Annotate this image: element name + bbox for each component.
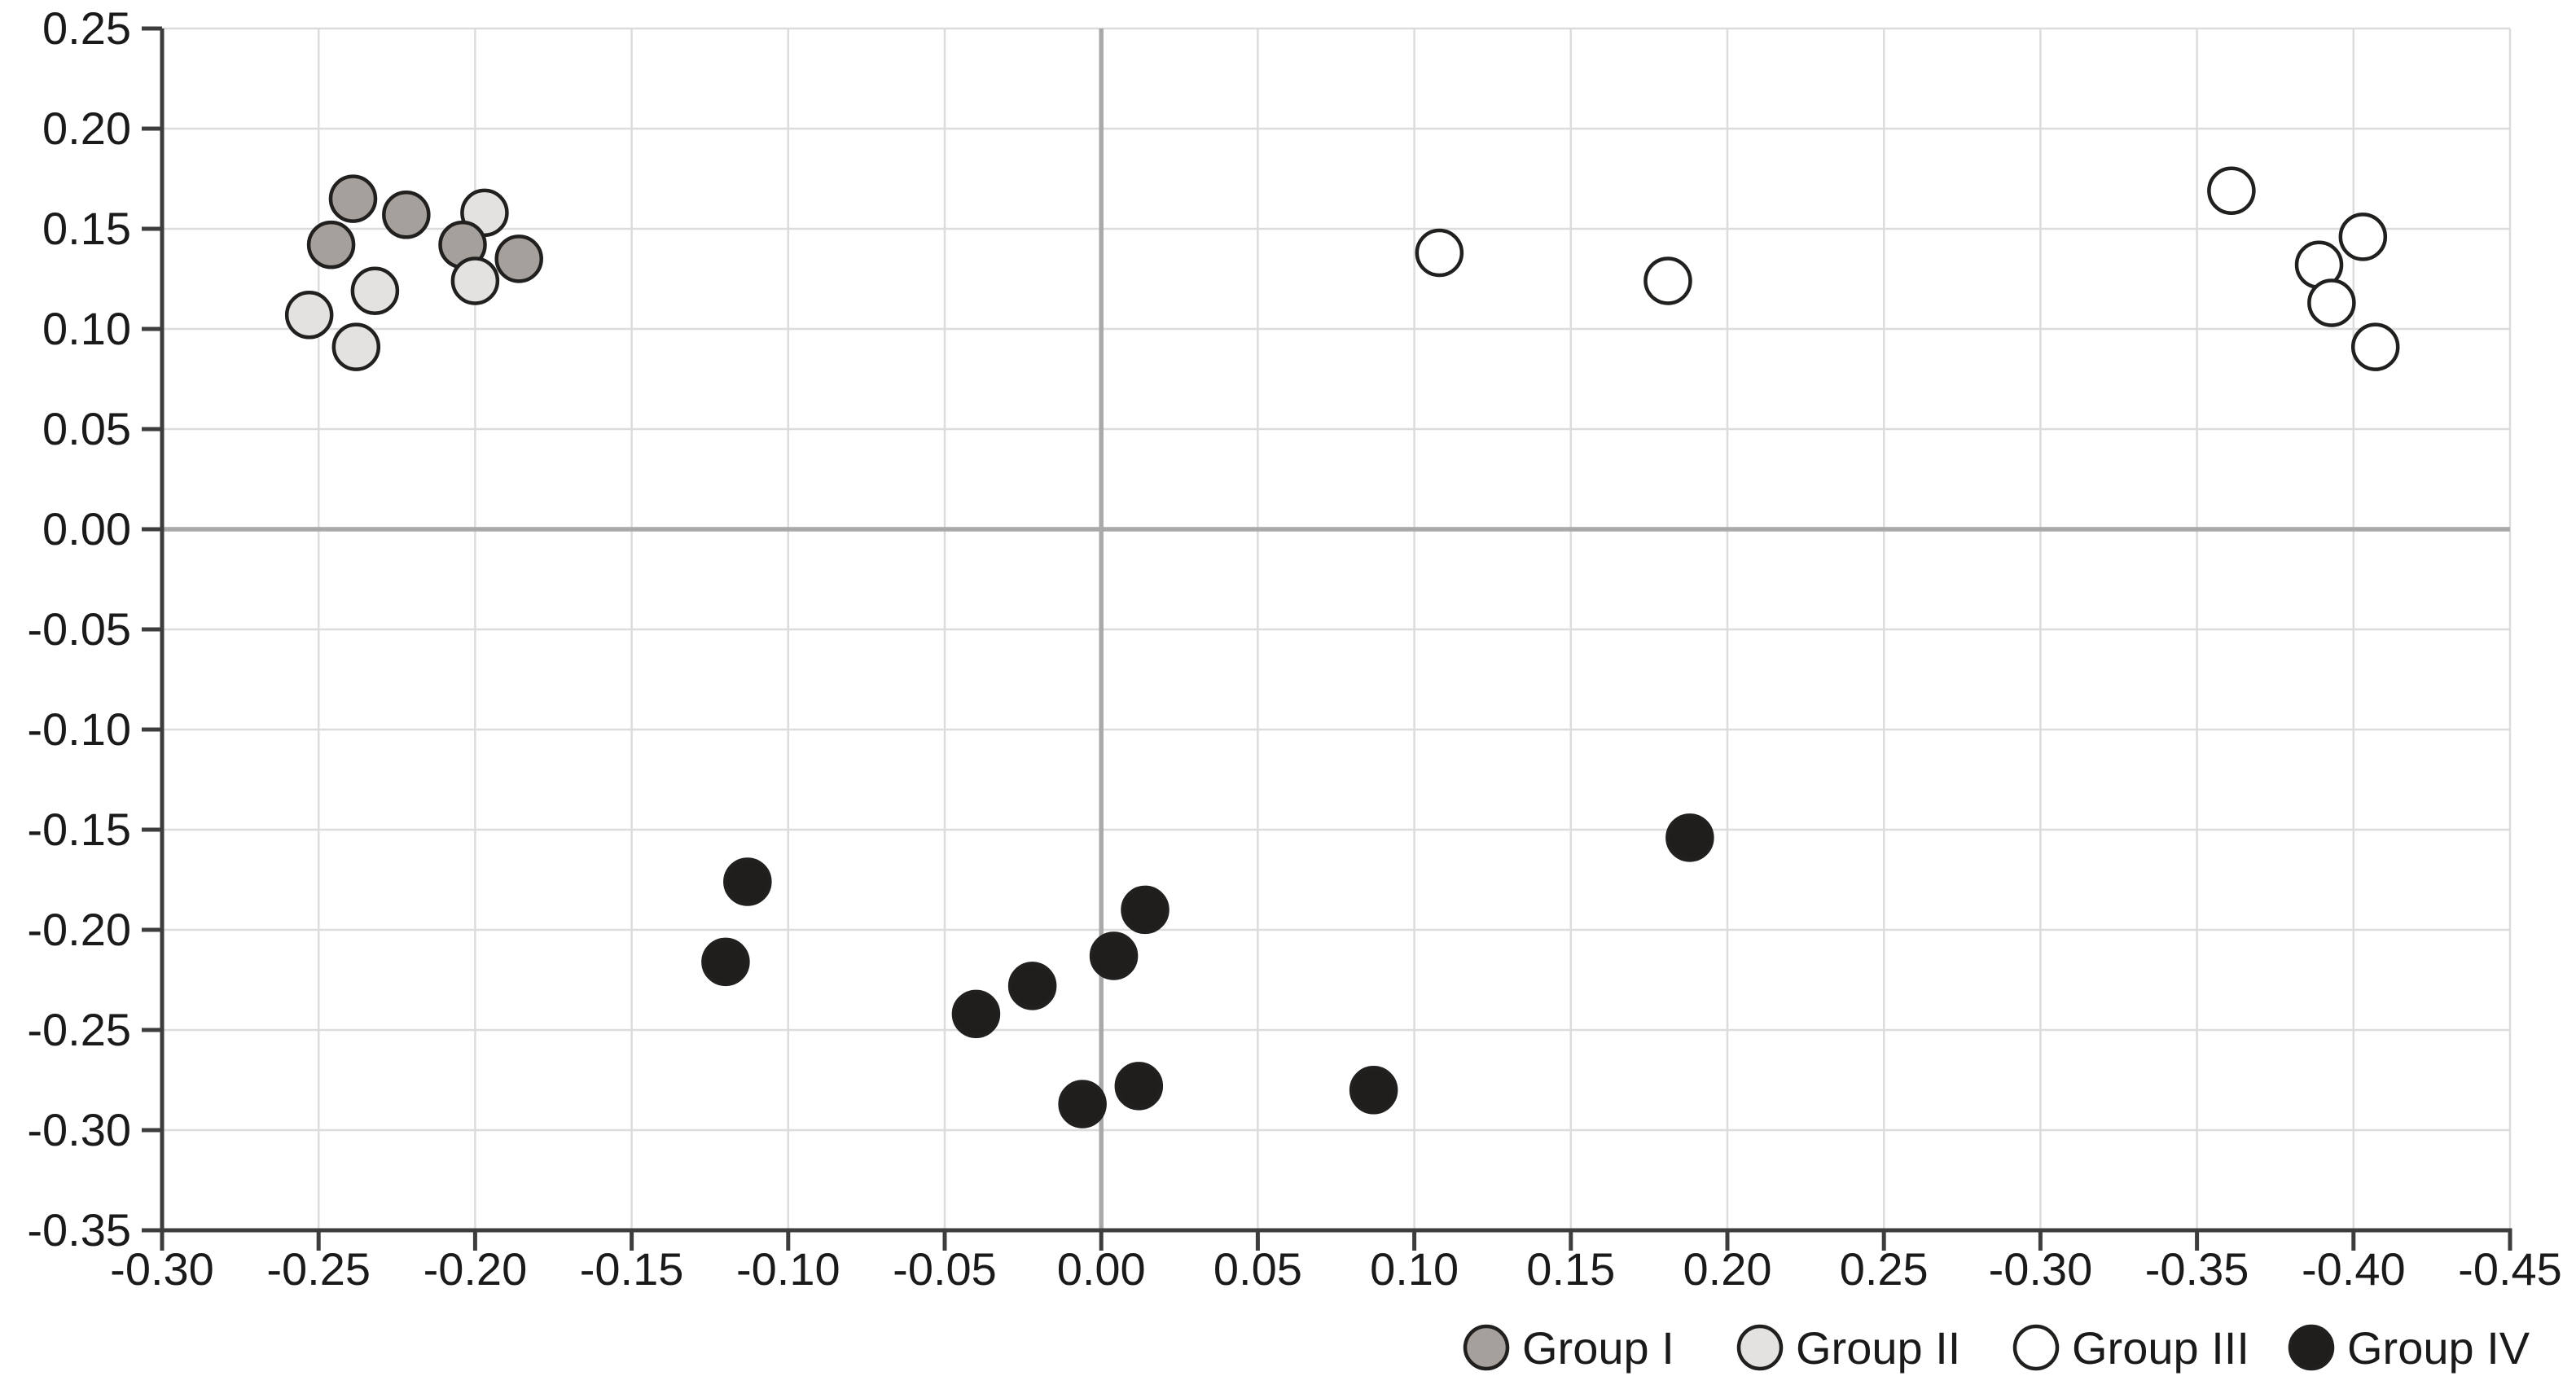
data-point-group-i — [382, 191, 431, 239]
x-tick-label: -0.05 — [893, 1243, 997, 1295]
y-tick-label: -0.35 — [27, 1204, 131, 1256]
data-point-group-iv — [1349, 1066, 1398, 1115]
y-tick-label: -0.20 — [27, 904, 131, 955]
x-tick-label: -0.25 — [266, 1243, 371, 1295]
x-tick-label: 0.25 — [1840, 1243, 1929, 1295]
data-point-group-iii — [2338, 213, 2388, 261]
data-point-group-i — [306, 220, 356, 270]
x-tick-label: -0.15 — [580, 1243, 684, 1295]
data-points — [284, 166, 2400, 1128]
data-point-group-iv — [1058, 1080, 1107, 1128]
x-tick-label: 0.00 — [1057, 1243, 1146, 1295]
y-tick-label: 0.25 — [42, 2, 131, 54]
data-point-group-i — [494, 234, 543, 283]
data-point-group-iv — [951, 989, 1001, 1039]
data-point-group-iv — [723, 857, 772, 906]
y-tick-label: -0.25 — [27, 1004, 131, 1055]
legend-label-group-i: Group I — [1522, 1322, 1674, 1374]
x-tick-label: 0.15 — [1526, 1243, 1615, 1295]
data-point-group-iii — [2207, 166, 2256, 216]
legend-label-group-iv: Group IV — [2347, 1322, 2530, 1374]
x-tick-label: -0.40 — [2302, 1243, 2406, 1295]
axes: 0.250.200.150.100.050.00-0.05-0.10-0.15-… — [27, 2, 2561, 1295]
data-point-group-iv — [1007, 962, 1057, 1010]
legend-swatch-group-ii — [1736, 1324, 1784, 1371]
data-point-group-ii — [450, 256, 500, 305]
data-point-group-i — [328, 174, 378, 223]
data-point-group-ii — [350, 266, 400, 316]
data-point-group-iv — [1665, 813, 1714, 862]
data-point-group-iii — [2350, 322, 2400, 371]
legend-label-group-ii: Group II — [1796, 1322, 1960, 1374]
y-tick-label: 0.20 — [42, 103, 131, 154]
legend-swatch-group-i — [1463, 1324, 1510, 1371]
data-point-group-iii — [1415, 228, 1464, 278]
data-point-group-ii — [284, 291, 334, 340]
x-tick-label: -0.30 — [110, 1243, 214, 1295]
legend-swatch-group-iii — [2012, 1324, 2060, 1371]
x-tick-label: 0.20 — [1683, 1243, 1772, 1295]
x-tick-label: -0.30 — [1989, 1243, 2093, 1295]
data-point-group-iii — [1643, 256, 1692, 305]
y-tick-label: 0.15 — [42, 203, 131, 254]
y-tick-label: 0.00 — [42, 503, 131, 554]
x-tick-label: -0.20 — [423, 1243, 528, 1295]
y-tick-label: -0.15 — [27, 804, 131, 855]
data-point-group-ii — [331, 322, 381, 371]
data-point-group-iv — [1114, 1062, 1164, 1111]
data-point-group-iv — [1089, 931, 1139, 980]
x-tick-label: 0.10 — [1370, 1243, 1459, 1295]
legend-swatch-group-iv — [2288, 1324, 2335, 1371]
x-tick-label: -0.45 — [2458, 1243, 2562, 1295]
x-tick-label: -0.35 — [2145, 1243, 2249, 1295]
data-point-group-iv — [1121, 885, 1170, 935]
y-tick-label: -0.30 — [27, 1104, 131, 1155]
legend: Group I Group II Group III Group IV — [1463, 1322, 2530, 1374]
x-tick-label: -0.10 — [736, 1243, 840, 1295]
y-tick-label: -0.05 — [27, 603, 131, 655]
data-point-group-iv — [701, 937, 750, 987]
data-point-group-iii — [2307, 278, 2356, 327]
x-tick-label: 0.05 — [1213, 1243, 1302, 1295]
y-tick-label: 0.10 — [42, 303, 131, 354]
y-tick-label: -0.10 — [27, 703, 131, 755]
legend-label-group-iii: Group III — [2072, 1322, 2249, 1374]
y-tick-label: 0.05 — [42, 403, 131, 454]
